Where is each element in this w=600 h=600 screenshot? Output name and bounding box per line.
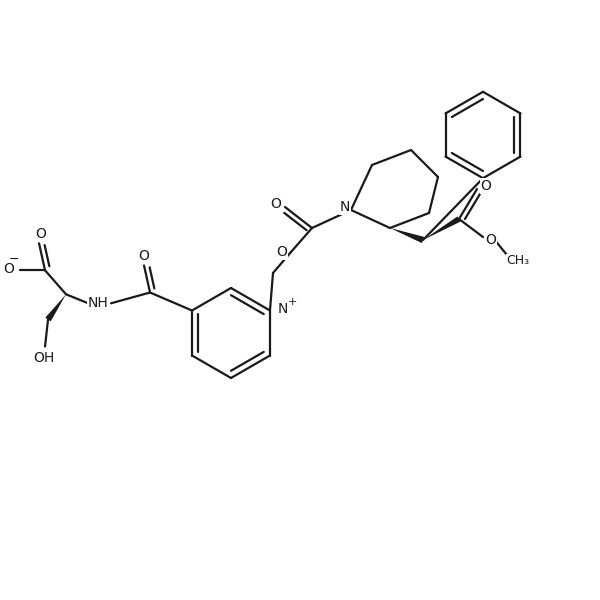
Text: O: O [481,179,491,193]
Polygon shape [46,294,66,322]
Text: O: O [276,245,287,259]
Text: +: + [288,297,298,307]
Text: O: O [4,262,14,276]
Polygon shape [423,217,461,240]
Text: OH: OH [33,352,55,365]
Text: CH₃: CH₃ [506,254,529,268]
Text: NH: NH [88,296,108,310]
Text: N: N [340,200,350,214]
Text: O: O [485,233,496,247]
Text: O: O [139,250,149,263]
Polygon shape [390,228,424,243]
Text: −: − [8,253,19,266]
Text: O: O [35,227,46,241]
Text: O: O [271,197,281,211]
Text: N: N [278,302,289,316]
